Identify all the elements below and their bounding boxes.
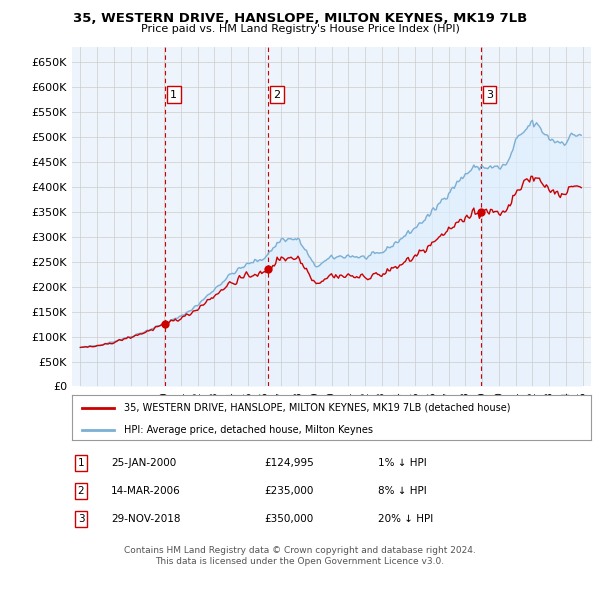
Text: 35, WESTERN DRIVE, HANSLOPE, MILTON KEYNES, MK19 7LB (detached house): 35, WESTERN DRIVE, HANSLOPE, MILTON KEYN… [124,403,511,412]
Text: 20% ↓ HPI: 20% ↓ HPI [378,514,433,523]
Text: 25-JAN-2000: 25-JAN-2000 [111,458,176,468]
Text: This data is licensed under the Open Government Licence v3.0.: This data is licensed under the Open Gov… [155,558,445,566]
Text: 1% ↓ HPI: 1% ↓ HPI [378,458,427,468]
Text: 1: 1 [170,90,177,100]
Text: £124,995: £124,995 [264,458,314,468]
Text: 2: 2 [273,90,280,100]
Text: 14-MAR-2006: 14-MAR-2006 [111,486,181,496]
Text: 1: 1 [77,458,85,468]
Text: 29-NOV-2018: 29-NOV-2018 [111,514,181,523]
Text: 3: 3 [486,90,493,100]
Text: £350,000: £350,000 [264,514,313,523]
Text: Price paid vs. HM Land Registry's House Price Index (HPI): Price paid vs. HM Land Registry's House … [140,24,460,34]
Text: 3: 3 [77,514,85,523]
Text: 8% ↓ HPI: 8% ↓ HPI [378,486,427,496]
Text: 2: 2 [77,486,85,496]
Text: Contains HM Land Registry data © Crown copyright and database right 2024.: Contains HM Land Registry data © Crown c… [124,546,476,555]
Text: HPI: Average price, detached house, Milton Keynes: HPI: Average price, detached house, Milt… [124,425,373,435]
Text: £235,000: £235,000 [264,486,313,496]
Text: 35, WESTERN DRIVE, HANSLOPE, MILTON KEYNES, MK19 7LB: 35, WESTERN DRIVE, HANSLOPE, MILTON KEYN… [73,12,527,25]
